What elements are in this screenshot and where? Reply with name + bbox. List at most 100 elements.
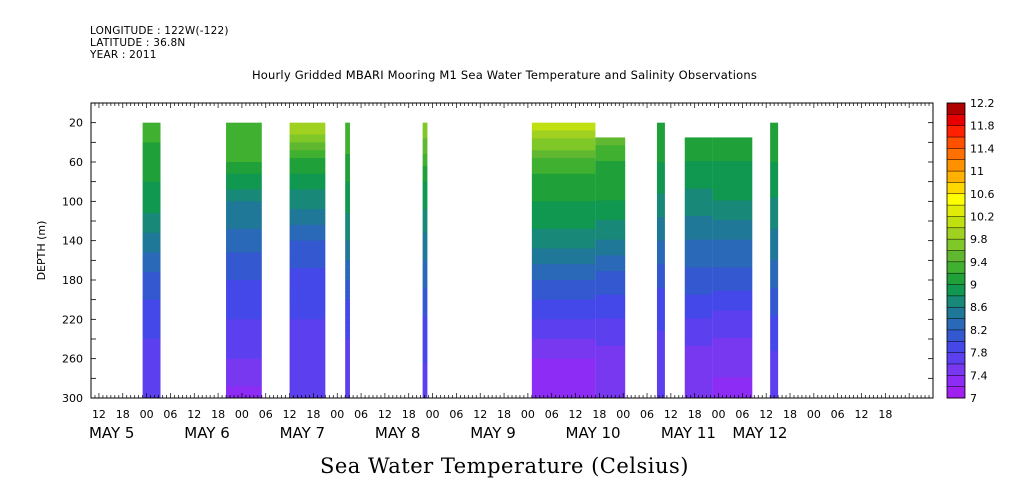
data-cell (289, 150, 326, 155)
data-cell (770, 126, 779, 132)
data-cell (684, 184, 713, 190)
data-cell (684, 137, 713, 142)
colorbar-swatch (947, 363, 965, 376)
colorbar-label: 9.8 (970, 233, 988, 246)
data-cell (770, 382, 779, 387)
x-tick-label: 18 (592, 408, 606, 421)
data-cell (712, 267, 753, 272)
data-cell (142, 122, 161, 128)
data-cell (422, 177, 428, 183)
data-cell (226, 311, 262, 316)
data-cell (595, 338, 626, 343)
data-cell (422, 240, 428, 246)
data-cell (595, 231, 626, 237)
data-cell (656, 150, 665, 155)
data-cell (531, 287, 596, 293)
x-tick-label: 12 (569, 408, 583, 421)
data-cell (656, 307, 665, 312)
data-cell (656, 327, 665, 332)
data-cell (712, 227, 753, 233)
data-cell (770, 189, 779, 194)
data-cell (142, 362, 161, 368)
data-cell (712, 377, 753, 382)
x-tick-label: 00 (807, 408, 821, 421)
data-cell (595, 373, 626, 378)
data-cell (684, 255, 713, 260)
data-cell (142, 213, 161, 218)
data-cell (684, 188, 713, 193)
data-cell (712, 184, 753, 190)
data-cell (770, 280, 779, 285)
data-cell (656, 138, 665, 143)
data-cell (684, 141, 713, 146)
data-cell (289, 138, 326, 143)
data-cell (595, 157, 626, 162)
data-cell (142, 358, 161, 364)
data-cell (345, 201, 350, 206)
data-cell (226, 162, 262, 167)
data-cell (770, 354, 779, 360)
colorbar-label: 12.2 (970, 97, 995, 110)
data-cell (656, 295, 665, 301)
data-cell (712, 318, 753, 323)
data-cell (531, 181, 596, 187)
data-cell (595, 377, 626, 382)
data-cell (684, 306, 713, 311)
data-cell (531, 342, 596, 348)
x-tick-label: 00 (140, 408, 154, 421)
data-cell (289, 244, 326, 250)
data-cell (684, 389, 713, 394)
data-cell (289, 378, 326, 383)
data-cell (226, 158, 262, 163)
data-cell (531, 185, 596, 191)
data-cell (684, 357, 713, 363)
data-cell (226, 354, 262, 360)
data-cell (712, 145, 753, 150)
day-label: MAY 11 (661, 424, 716, 442)
data-cell (595, 168, 626, 174)
data-cell (712, 326, 753, 331)
data-cell (712, 263, 753, 268)
data-cell (684, 322, 713, 327)
data-cell (595, 176, 626, 182)
data-cell (422, 126, 428, 132)
data-cell (289, 366, 326, 371)
data-cell (226, 307, 262, 312)
data-cell (684, 353, 713, 359)
data-cell (684, 345, 713, 351)
data-cell (226, 154, 262, 159)
data-cell (595, 220, 626, 225)
data-cell (684, 192, 713, 197)
data-cell (656, 264, 665, 269)
data-cell (684, 145, 713, 150)
data-cell (770, 315, 779, 320)
data-cell (770, 232, 779, 238)
data-cell (684, 227, 713, 233)
data-cell (531, 173, 596, 179)
data-cell (656, 209, 665, 214)
data-cell (142, 287, 161, 293)
data-cell (770, 378, 779, 383)
data-cell (289, 177, 326, 183)
data-cell (345, 173, 350, 179)
data-cell (595, 341, 626, 347)
data-cell (226, 327, 262, 332)
data-cell (684, 196, 713, 201)
data-cell (595, 239, 626, 245)
data-cell (531, 311, 596, 316)
data-cell (226, 276, 262, 281)
data-cell (345, 370, 350, 375)
data-cell (712, 220, 753, 225)
x-tick-label: 00 (235, 408, 249, 421)
day-label: MAY 8 (375, 424, 421, 442)
data-cell (712, 306, 753, 311)
data-cell (656, 189, 665, 194)
data-cell (684, 381, 713, 386)
data-cell (595, 393, 626, 398)
data-cell (142, 346, 161, 352)
data-cell (289, 287, 326, 293)
x-tick-label: 12 (855, 408, 869, 421)
colorbar-swatch (947, 318, 965, 331)
data-cell (531, 378, 596, 383)
data-cell (345, 354, 350, 360)
